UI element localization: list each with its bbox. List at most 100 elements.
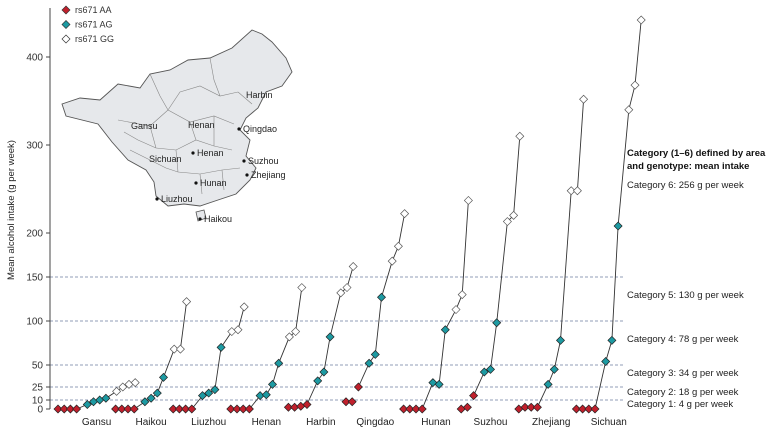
point-aa bbox=[417, 404, 427, 414]
point-aa bbox=[174, 404, 184, 414]
point-ag bbox=[377, 292, 386, 302]
point-ag bbox=[492, 318, 502, 328]
series-area-henan bbox=[226, 283, 307, 414]
map-label: Liuzhou bbox=[161, 194, 193, 204]
point-aa bbox=[590, 404, 600, 414]
point-ag bbox=[543, 379, 553, 389]
point-gg bbox=[336, 288, 346, 298]
series bbox=[53, 15, 646, 414]
x-tick-label: Suzhou bbox=[474, 417, 508, 428]
point-ag bbox=[82, 400, 92, 409]
series-area-haikou bbox=[111, 297, 192, 414]
point-ag bbox=[313, 376, 323, 386]
x-tick-label: Haikou bbox=[136, 417, 167, 428]
point-aa bbox=[111, 404, 121, 414]
point-gg bbox=[566, 186, 576, 196]
legend-label: rs671 AA bbox=[75, 5, 112, 15]
point-gg bbox=[387, 256, 397, 266]
point-ag bbox=[549, 364, 559, 374]
x-tick-label: Harbin bbox=[306, 417, 335, 428]
series-area-hunan bbox=[399, 195, 473, 414]
point-ag bbox=[274, 358, 284, 368]
category-label: Category 3: 34 g per week bbox=[627, 368, 739, 379]
map-city-dot bbox=[194, 181, 198, 185]
y-ticks: 010 25 50 100 150 200 300 400 bbox=[26, 53, 50, 416]
point-aa bbox=[181, 404, 191, 414]
point-gg bbox=[509, 210, 519, 220]
legend-marker bbox=[61, 34, 71, 44]
category-label: Category 2: 18 g per week bbox=[627, 387, 739, 398]
x-tick-label: Zhejiang bbox=[532, 417, 570, 428]
point-gg bbox=[624, 105, 634, 115]
series-line bbox=[249, 287, 303, 410]
point-gg bbox=[118, 382, 128, 392]
point-ag bbox=[268, 379, 277, 389]
series-line bbox=[473, 136, 521, 396]
y-tick-label: 25 bbox=[32, 383, 44, 394]
point-aa bbox=[399, 404, 409, 414]
point-aa bbox=[123, 404, 133, 414]
y-tick-label: 150 bbox=[26, 273, 43, 284]
map-label: Harbin bbox=[246, 90, 273, 100]
series-area-suzhou bbox=[456, 131, 525, 414]
point-ag bbox=[198, 391, 207, 401]
point-ag bbox=[601, 356, 611, 366]
point-ag bbox=[319, 367, 329, 377]
point-gg bbox=[342, 283, 352, 293]
point-gg bbox=[400, 209, 410, 219]
point-gg bbox=[112, 386, 122, 396]
point-gg bbox=[130, 378, 140, 388]
category-label: Category 4: 78 g per week bbox=[627, 334, 739, 345]
point-gg bbox=[169, 344, 179, 354]
point-ag bbox=[370, 349, 380, 359]
map-label: Haikou bbox=[204, 214, 232, 224]
point-ag bbox=[152, 388, 162, 398]
map-city-dot bbox=[237, 127, 241, 131]
point-gg bbox=[579, 94, 589, 104]
point-ag bbox=[101, 393, 111, 403]
series-area-gansu bbox=[53, 378, 140, 414]
point-gg bbox=[636, 15, 646, 25]
legend-marker bbox=[61, 5, 71, 15]
category-labels: Category (1–6) defined by area and genoty… bbox=[627, 148, 766, 410]
point-ag bbox=[364, 358, 374, 368]
legend-label: rs671 AG bbox=[75, 20, 113, 30]
point-aa bbox=[578, 404, 588, 414]
point-aa bbox=[117, 404, 127, 414]
point-gg bbox=[515, 131, 525, 141]
point-aa bbox=[353, 382, 363, 392]
point-ag bbox=[607, 335, 617, 345]
x-ticks: Gansu Haikou Liuzhou Henan Harbin Qingdao Huna… bbox=[82, 417, 627, 428]
series-area-qingdao bbox=[341, 209, 410, 407]
map-city-dot bbox=[155, 197, 159, 201]
category-heading: Category (1–6) defined by area bbox=[627, 148, 766, 159]
point-ag bbox=[140, 397, 150, 407]
y-tick-label: 200 bbox=[26, 229, 43, 240]
point-gg bbox=[451, 305, 461, 315]
point-ag bbox=[434, 379, 444, 389]
y-tick-label: 400 bbox=[26, 53, 43, 64]
point-aa bbox=[302, 400, 312, 409]
point-aa bbox=[187, 404, 197, 414]
map-label: Henan bbox=[188, 120, 215, 130]
series-area-sichuan bbox=[571, 15, 646, 414]
point-aa bbox=[232, 404, 242, 414]
map-label: Henan bbox=[197, 148, 224, 158]
map-city-dot bbox=[198, 217, 202, 221]
series-line bbox=[594, 19, 642, 410]
series-area-zhejiang bbox=[514, 94, 589, 414]
legend-marker bbox=[61, 20, 71, 29]
y-tick-label: 300 bbox=[26, 141, 43, 152]
point-gg bbox=[284, 332, 294, 342]
point-aa bbox=[59, 404, 69, 414]
point-ag bbox=[261, 390, 271, 400]
point-aa bbox=[341, 397, 351, 407]
category-label: Category 5: 130 g per week bbox=[627, 290, 744, 301]
map-city-dot bbox=[242, 159, 246, 163]
point-gg bbox=[297, 283, 307, 293]
map-label: Zhejiang bbox=[251, 170, 286, 180]
point-aa bbox=[469, 391, 479, 401]
point-aa bbox=[584, 404, 594, 414]
point-gg bbox=[239, 302, 249, 312]
point-ag bbox=[325, 332, 335, 342]
